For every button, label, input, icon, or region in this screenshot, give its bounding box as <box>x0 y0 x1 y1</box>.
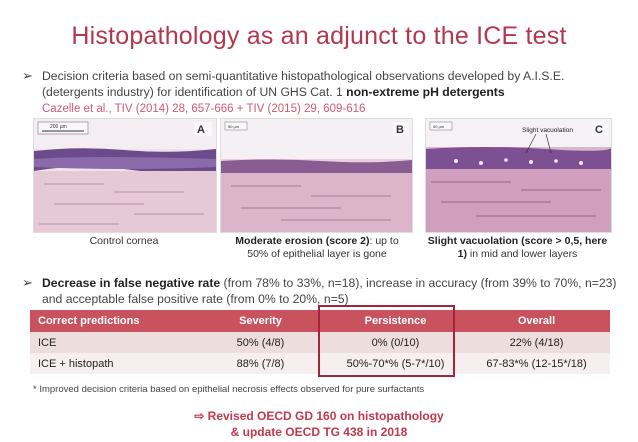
histology-image-a: 200 µm A <box>33 118 217 233</box>
detergent-category: non-extreme pH detergents <box>346 85 505 99</box>
persistence-cell: 50%-70*% (5-7*/10) <box>328 353 463 374</box>
vacuolation-annotation: Slight vacuolation <box>522 127 573 134</box>
false-negative-bullet: ➢ Decrease in false negative rate (from … <box>22 275 619 307</box>
revised-line-1: Revised OECD GD 160 on histopathology <box>207 409 444 423</box>
scale-label-a: 200 µm <box>50 124 67 130</box>
persistence-highlight-box <box>318 305 455 377</box>
panel-letter-c: C <box>595 124 603 136</box>
decision-criteria-body: Decision criteria based on semi-quantita… <box>42 69 565 99</box>
arrow-bullet-icon: ➢ <box>22 68 33 83</box>
double-arrow-icon: ⇨ <box>194 409 208 423</box>
predictions-table: Correct predictions Severity Persistence… <box>30 310 610 374</box>
severity-cell: 50% (4/8) <box>193 332 328 353</box>
reference-citation: Cazelle et al., TIV (2014) 28, 657-666 +… <box>42 103 366 115</box>
arrow-bullet-icon: ➢ <box>22 275 33 290</box>
table-row: ICE 50% (4/8) 0% (0/10) 22% (4/18) <box>30 332 610 353</box>
header-severity: Severity <box>193 310 328 332</box>
scale-label-c: 50 µm <box>433 124 445 129</box>
panel-letter-b: B <box>396 124 404 136</box>
caption-a: Control cornea <box>33 235 215 248</box>
caption-c-text: in mid and lower layers <box>467 248 578 260</box>
row-label: ICE <box>30 332 193 353</box>
caption-b-bold: Moderate erosion (score 2) <box>235 235 370 247</box>
header-overall: Overall <box>463 310 610 332</box>
caption-b: Moderate erosion (score 2): up to 50% of… <box>228 235 406 261</box>
overall-cell: 67-83*% (12-15*/18) <box>463 353 610 374</box>
header-persistence: Persistence <box>328 310 463 332</box>
caption-a-text: Control cornea <box>89 235 159 247</box>
severity-cell: 88% (7/8) <box>193 353 328 374</box>
decision-criteria-text: Decision criteria based on semi-quantita… <box>42 68 619 117</box>
false-negative-text: Decrease in false negative rate (from 78… <box>42 275 619 307</box>
row-label: ICE + histopath <box>30 353 193 374</box>
panel-letter-a: A <box>197 124 205 136</box>
caption-b-text: : up to 50% of epithelial layer is gone <box>247 235 399 260</box>
caption-c: Slight vacuolation (score > 0,5, here 1)… <box>425 235 610 261</box>
histology-image-b: 50 µm B <box>220 118 413 233</box>
slide-title: Histopathology as an adjunct to the ICE … <box>71 22 567 50</box>
revised-guidance-note: ⇨ Revised OECD GD 160 on histopathology … <box>0 408 638 440</box>
overall-cell: 22% (4/18) <box>463 332 610 353</box>
table-header-row: Correct predictions Severity Persistence… <box>30 310 610 332</box>
false-negative-heading: Decrease in false negative rate <box>42 276 221 290</box>
histology-image-c: 50 µm Slight vacuolation C <box>425 118 612 233</box>
scale-label-b: 50 µm <box>228 124 240 129</box>
decision-criteria-bullet: ➢ Decision criteria based on semi-quanti… <box>22 68 619 117</box>
persistence-cell: 0% (0/10) <box>328 332 463 353</box>
false-negative-body: (from 78% to 33%, n=18), increase in acc… <box>42 276 617 306</box>
footnote: * Improved decision criteria based on ep… <box>33 384 425 395</box>
caption-c-bold: Slight vacuolation (score > 0,5, here 1) <box>427 235 608 260</box>
header-correct-predictions: Correct predictions <box>30 310 193 332</box>
revised-line-2: & update OECD TG 438 in 2018 <box>230 425 408 439</box>
table-row: ICE + histopath 88% (7/8) 50%-70*% (5-7*… <box>30 353 610 374</box>
